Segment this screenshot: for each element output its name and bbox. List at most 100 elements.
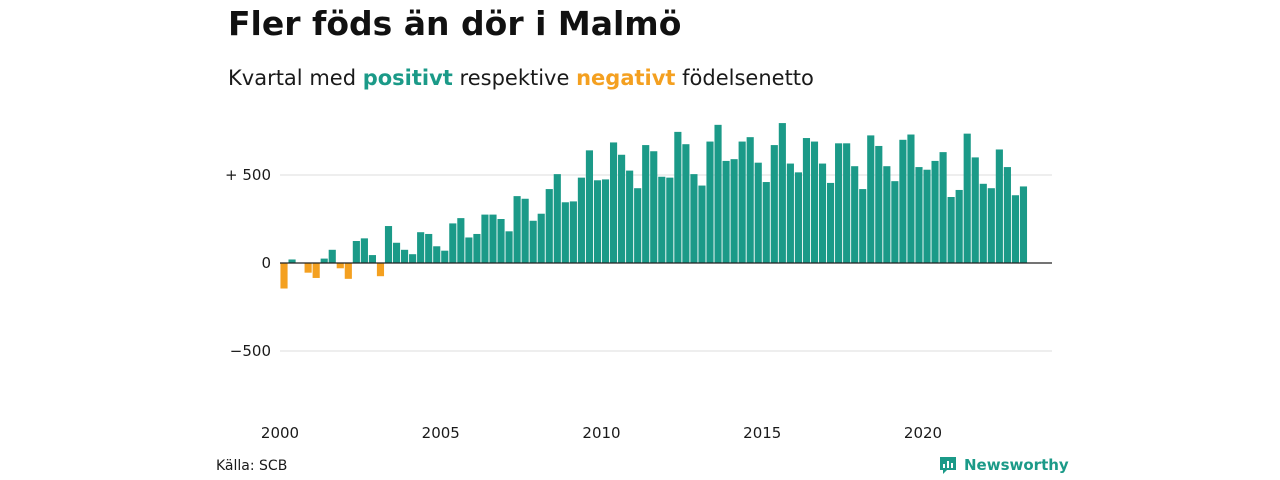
subtitle-prefix: Kvartal med — [228, 66, 357, 90]
bar-positive — [320, 258, 328, 263]
bar-positive — [537, 213, 545, 263]
bar-positive — [521, 198, 529, 263]
bar-positive — [288, 259, 296, 263]
bar-positive — [770, 145, 778, 263]
bar-positive — [963, 133, 971, 263]
x-tick-label: 2020 — [904, 424, 942, 442]
bar-positive — [425, 233, 433, 263]
bar-positive — [626, 170, 634, 263]
bar-positive — [883, 166, 891, 263]
bar-positive — [409, 254, 417, 263]
bar-positive — [690, 174, 698, 263]
bar-positive — [867, 135, 875, 263]
bar-positive — [529, 220, 537, 263]
bar-positive — [545, 189, 553, 263]
bar-positive — [417, 232, 425, 263]
bar-positive — [859, 189, 867, 263]
bar-positive — [618, 154, 626, 263]
bar-positive — [979, 183, 987, 263]
bar-positive — [457, 218, 465, 263]
bar-positive — [714, 124, 722, 263]
bar-positive — [674, 131, 682, 263]
bar-positive — [441, 250, 449, 263]
bar-positive — [706, 141, 714, 263]
bar-positive — [786, 163, 794, 263]
bar-positive — [561, 202, 569, 263]
bar-positive — [401, 249, 409, 263]
bar-positive — [794, 172, 802, 263]
bar-positive — [384, 226, 393, 263]
bar-positive — [1019, 186, 1028, 263]
bar-positive — [585, 150, 594, 263]
newsworthy-icon — [940, 457, 956, 474]
bar-positive — [513, 196, 521, 263]
bar-positive — [666, 177, 674, 263]
bar-positive — [827, 182, 835, 263]
bar-positive — [810, 141, 819, 263]
bar-positive — [939, 152, 947, 263]
bar-positive — [392, 242, 401, 263]
bar-positive — [352, 241, 360, 263]
bar-positive — [505, 231, 513, 263]
bar-positive — [489, 214, 497, 263]
brand-name: Newsworthy — [964, 456, 1069, 474]
subtitle-middle: respektive — [459, 66, 570, 90]
bar-positive — [875, 145, 883, 263]
newsworthy-logo[interactable]: Newsworthy — [938, 455, 1069, 475]
bar-positive — [971, 157, 979, 263]
bar-positive — [433, 246, 441, 263]
y-tick-label: + 500 — [225, 166, 271, 184]
bar-positive — [995, 149, 1003, 263]
bar-negative — [304, 263, 312, 273]
y-tick-label: 0 — [261, 254, 271, 272]
bar-positive — [746, 137, 754, 263]
bar-positive — [682, 144, 690, 263]
bar-positive — [722, 160, 730, 263]
x-tick-label: 2010 — [582, 424, 620, 442]
bar-positive — [907, 134, 915, 263]
bar-positive — [947, 197, 955, 263]
bar-positive — [465, 237, 473, 263]
bar-positive — [553, 174, 561, 263]
chart-subtitle: Kvartal med positivt respektive negativt… — [228, 66, 814, 90]
bar-positive — [891, 181, 899, 263]
x-tick-label: 2005 — [422, 424, 460, 442]
x-tick-label: 2015 — [743, 424, 781, 442]
source-note: Källa: SCB — [216, 458, 288, 474]
bar-negative — [312, 263, 320, 278]
bar-positive — [851, 166, 859, 263]
subtitle-negative: negativt — [576, 66, 676, 90]
bar-positive — [360, 238, 368, 263]
bar-positive — [473, 233, 481, 263]
bar-positive — [577, 177, 585, 263]
bar-positive — [698, 185, 706, 263]
bar-positive — [754, 162, 762, 263]
bar-positive — [931, 160, 939, 263]
y-tick-label: −500 — [230, 342, 271, 360]
subtitle-positive: positivt — [362, 66, 453, 90]
bar-positive — [569, 201, 577, 263]
grid-layer — [280, 174, 1052, 352]
bar-positive — [835, 143, 843, 263]
bar-positive — [642, 145, 650, 263]
bar-positive — [987, 188, 995, 263]
bar-positive — [1003, 167, 1011, 263]
bar-positive — [778, 123, 786, 263]
bar-positive — [899, 139, 907, 263]
bar-positive — [650, 151, 658, 263]
bar-negative — [280, 263, 288, 289]
bar-positive — [843, 143, 851, 263]
bar-negative — [344, 263, 352, 279]
bar-positive — [328, 249, 336, 263]
bar-positive — [1011, 195, 1019, 263]
bar-positive — [818, 163, 827, 263]
bar-positive — [802, 138, 811, 263]
bar-positive — [481, 214, 489, 263]
x-tick-label: 2000 — [261, 424, 299, 442]
bar-positive — [368, 255, 376, 263]
bar-positive — [915, 167, 923, 263]
bar-positive — [730, 159, 738, 263]
bar-positive — [923, 169, 931, 263]
bar-positive — [601, 179, 610, 263]
